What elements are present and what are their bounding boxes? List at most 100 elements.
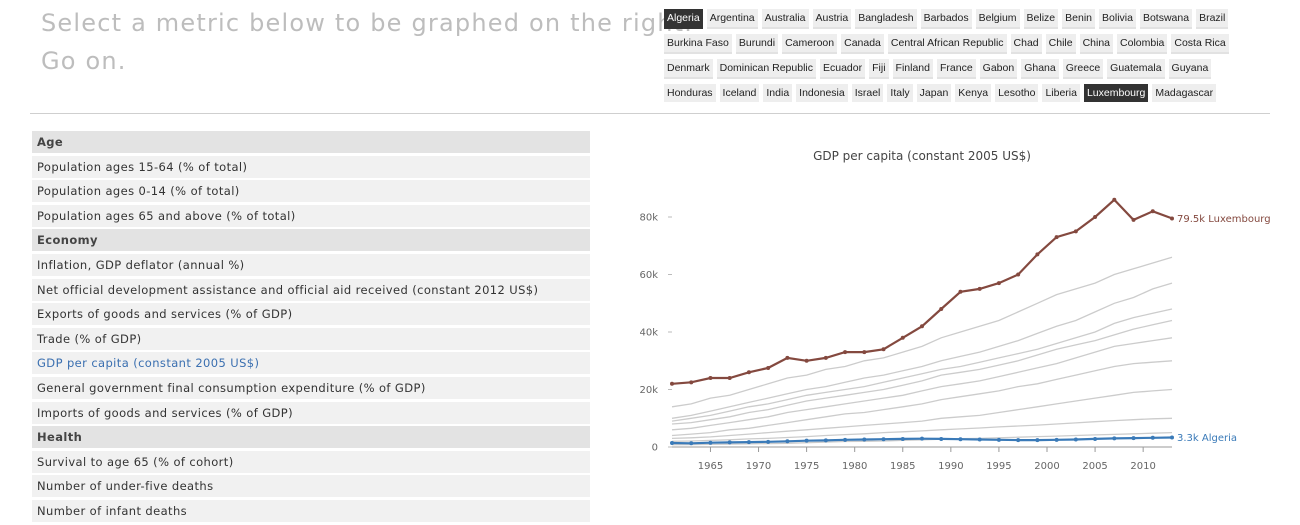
point (1150, 435, 1155, 440)
country-tag[interactable]: Liberia (1042, 84, 1080, 102)
point (1093, 215, 1098, 219)
point (900, 335, 905, 340)
metric-item[interactable]: Population ages 65 and above (% of total… (32, 204, 590, 227)
point (1131, 217, 1136, 222)
country-tag[interactable]: Lesotho (995, 84, 1039, 102)
country-tag[interactable]: Burundi (735, 34, 779, 54)
country-tag[interactable]: Luxembourg (1083, 84, 1149, 102)
point (920, 324, 924, 329)
point (766, 439, 771, 444)
point (996, 437, 1001, 442)
point (1016, 438, 1021, 443)
point (843, 350, 848, 355)
point (843, 437, 848, 442)
metric-item[interactable]: Population ages 0-14 (% of total) (32, 180, 590, 203)
point (1016, 272, 1021, 277)
point (708, 440, 713, 445)
metric-item[interactable]: Net official development assistance and … (32, 278, 590, 301)
x-tick-label: 1980 (842, 461, 867, 472)
metric-item[interactable]: Population ages 15-64 (% of total) (32, 155, 590, 178)
country-tag[interactable]: Algeria (664, 9, 703, 29)
y-tick-label: 0 (652, 443, 658, 454)
country-tag[interactable]: China (1079, 34, 1114, 54)
end-label: 3.3k Algeria (1177, 433, 1237, 444)
series-line (671, 198, 1173, 385)
country-tag[interactable]: Chile (1045, 34, 1076, 54)
point (1054, 437, 1059, 442)
point (766, 365, 771, 370)
country-tag[interactable]: France (936, 59, 976, 79)
point (689, 441, 694, 446)
metric-item[interactable]: GDP per capita (constant 2005 US$) (32, 352, 590, 375)
point (727, 440, 732, 445)
country-tag[interactable]: Ghana (1021, 59, 1059, 79)
metric-group: Economy (32, 229, 590, 252)
metric-list: Age Population ages 15-64 (% of total) Pop… (32, 131, 590, 525)
country-tag[interactable]: Barbados (920, 9, 972, 29)
country-tag[interactable]: Botswana (1139, 9, 1193, 29)
metric-item[interactable]: Number of infant deaths (32, 499, 590, 522)
country-tag[interactable]: Chad (1010, 34, 1042, 54)
point (958, 289, 963, 294)
country-tag[interactable]: Colombia (1117, 34, 1168, 54)
point (804, 358, 809, 363)
country-tag[interactable]: Japan (916, 84, 952, 102)
country-tag[interactable]: Belize (1023, 9, 1059, 29)
country-tag[interactable]: Austria (812, 9, 852, 29)
country-tag[interactable]: Guyana (1168, 59, 1212, 79)
country-tag[interactable]: Guatemala (1107, 59, 1165, 79)
y-tick-label: 80k (639, 213, 658, 224)
country-tag[interactable]: Gabon (979, 59, 1018, 79)
country-tag[interactable]: Bolivia (1099, 9, 1136, 29)
point (746, 370, 751, 375)
country-tag[interactable]: Israel (851, 84, 884, 102)
country-tag[interactable]: Italy (887, 84, 913, 102)
country-tag[interactable]: Kenya (955, 84, 992, 102)
x-tick-label: 1970 (746, 461, 771, 472)
country-tag[interactable]: Denmark (664, 59, 713, 79)
metric-item[interactable]: Inflation, GDP deflator (annual %) (32, 253, 590, 276)
country-tag[interactable]: Fiji (869, 59, 889, 79)
country-tag[interactable]: Argentina (706, 9, 758, 29)
metric-item[interactable]: Number of under-five deaths (32, 475, 590, 498)
country-tag[interactable]: Costa Rica (1171, 34, 1229, 54)
country-tag[interactable]: Benin (1062, 9, 1096, 29)
country-tag[interactable]: Finland (892, 59, 933, 79)
country-tag[interactable]: Australia (761, 9, 809, 29)
metric-item[interactable]: Imports of goods and services (% of GDP) (32, 401, 590, 424)
point (1131, 436, 1136, 441)
x-tick-label: 2010 (1130, 461, 1155, 472)
point (939, 307, 944, 311)
country-tag[interactable]: India (763, 84, 793, 102)
country-tag[interactable]: Brazil (1196, 9, 1229, 29)
country-tag[interactable]: Cameroon (782, 34, 838, 54)
background-line (671, 256, 1173, 408)
metric-item[interactable]: Survival to age 65 (% of cohort) (32, 450, 590, 473)
country-tag[interactable]: Honduras (664, 84, 716, 102)
country-tag[interactable]: Ecuador (820, 59, 866, 79)
metric-item[interactable]: General government final consumption exp… (32, 376, 590, 399)
point (1073, 229, 1078, 234)
metric-item[interactable]: Exports of goods and services (% of GDP) (32, 303, 590, 326)
country-tag[interactable]: Canada (841, 34, 884, 54)
point (881, 347, 886, 352)
point (823, 355, 828, 360)
country-tag[interactable]: Madagascar (1152, 84, 1217, 102)
country-tag[interactable]: Indonesia (796, 84, 848, 102)
country-tag[interactable]: Dominican Republic (716, 59, 816, 79)
background-line (671, 360, 1173, 437)
country-tag[interactable]: Central African Republic (887, 34, 1007, 54)
background-line (671, 388, 1173, 440)
point (708, 376, 713, 380)
background-line (671, 308, 1173, 422)
country-tag[interactable]: Burkina Faso (664, 34, 732, 54)
point (746, 440, 751, 445)
country-tag[interactable]: Iceland (719, 84, 760, 102)
country-tag[interactable]: Bangladesh (855, 9, 917, 29)
point (1073, 437, 1078, 442)
country-tag[interactable]: Greece (1062, 59, 1104, 79)
metric-item[interactable]: Trade (% of GDP) (32, 327, 590, 350)
country-tag[interactable]: Belgium (975, 9, 1020, 29)
point (804, 438, 809, 443)
